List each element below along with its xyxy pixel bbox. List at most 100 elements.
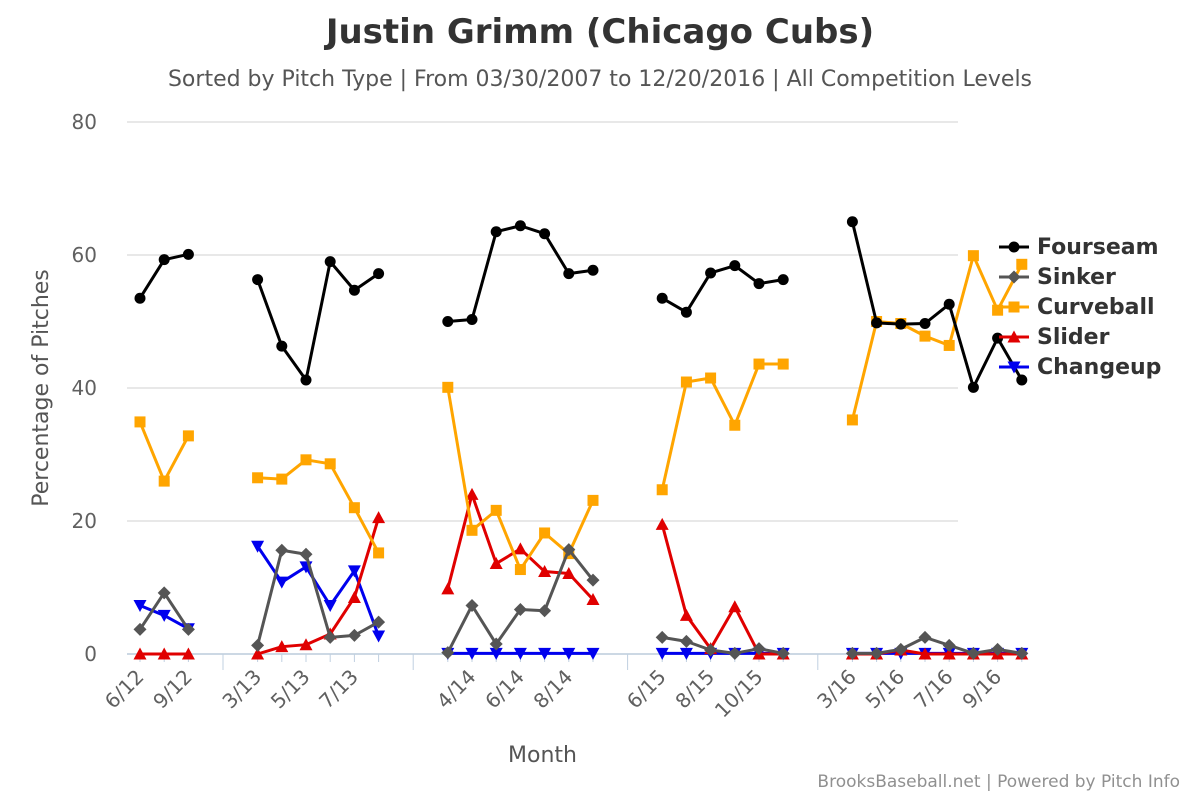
curveball-point xyxy=(539,527,551,539)
fourseam-point xyxy=(539,228,551,240)
fourseam-point xyxy=(943,298,955,310)
fourseam-point xyxy=(466,314,478,326)
sinker-point xyxy=(942,638,956,652)
sinker-point xyxy=(586,573,600,587)
legend-symbol-fourseam xyxy=(999,241,1029,253)
sinker-point xyxy=(133,622,147,636)
curveball-point xyxy=(919,330,931,342)
chart-subtitle: Sorted by Pitch Type | From 03/30/2007 t… xyxy=(167,67,1033,92)
changeup-point xyxy=(655,647,669,660)
x-tick-label: 3/13 xyxy=(217,665,266,714)
slider-point xyxy=(513,542,527,555)
fourseam-point xyxy=(563,268,575,280)
sinker-point xyxy=(655,630,669,644)
fourseam-point xyxy=(705,267,717,279)
fourseam-point xyxy=(680,306,692,318)
fourseam-point xyxy=(373,268,385,280)
changeup-point xyxy=(133,599,147,612)
sinker-point xyxy=(918,630,932,644)
slider-point xyxy=(679,608,693,621)
sinker-point xyxy=(894,642,908,656)
sinker-point xyxy=(251,638,265,652)
y-axis-title: Percentage of Pitches xyxy=(29,269,54,507)
y-tick-label: 20 xyxy=(72,509,97,533)
changeup-point xyxy=(372,630,386,643)
x-axis-title: Month xyxy=(508,743,577,768)
changeup-point xyxy=(347,565,361,578)
curveball-point xyxy=(753,358,765,370)
fourseam-point xyxy=(276,340,288,352)
credit-text: BrooksBaseball.net | Powered by Pitch In… xyxy=(817,772,1180,792)
sinker-point xyxy=(704,643,718,657)
sinker-point xyxy=(538,604,552,618)
legend-item-curveball[interactable]: Curveball xyxy=(997,292,1161,322)
chart-legend: Fourseam Sinker Curveball Slider Changeup xyxy=(997,232,1161,382)
sinker-point xyxy=(441,646,455,660)
curveball-point xyxy=(992,304,1004,316)
fourseam-point xyxy=(895,318,907,330)
fourseam-point xyxy=(919,317,931,329)
curveball-series-line xyxy=(138,421,190,483)
sinker-point xyxy=(966,646,980,660)
changeup-point xyxy=(513,647,527,660)
slider-point xyxy=(728,600,742,613)
sinker-point xyxy=(157,586,171,600)
legend-item-changeup[interactable]: Changeup xyxy=(997,352,1161,382)
slider-point xyxy=(251,647,265,660)
curveball-point xyxy=(324,458,336,470)
fourseam-point xyxy=(158,254,170,266)
fourseam-point xyxy=(442,316,454,327)
slider-point xyxy=(441,582,455,595)
sinker-point xyxy=(728,646,742,660)
changeup-point xyxy=(586,647,600,660)
x-tick-label: 6/12 xyxy=(100,665,149,714)
sinker-point xyxy=(465,598,479,612)
sinker-series-line xyxy=(256,548,380,646)
slider-point xyxy=(942,647,956,660)
legend-label-curveball: Curveball xyxy=(1037,294,1155,320)
curveball-point xyxy=(777,358,789,370)
legend-symbol-changeup xyxy=(999,361,1029,374)
sinker-point xyxy=(347,628,361,642)
legend-label-changeup: Changeup xyxy=(1037,354,1162,380)
curveball-point xyxy=(705,372,717,384)
curveball-point xyxy=(490,504,502,516)
sinker-point xyxy=(562,543,576,557)
fourseam-point xyxy=(300,374,312,386)
fourseam-point xyxy=(967,381,979,393)
slider-point xyxy=(133,647,147,660)
curveball-point xyxy=(680,376,692,388)
legend-label-slider: Slider xyxy=(1037,324,1110,350)
curveball-point xyxy=(514,564,526,576)
legend-item-sinker[interactable]: Sinker xyxy=(997,262,1161,292)
fourseam-point xyxy=(252,274,264,286)
fourseam-point xyxy=(490,226,502,238)
changeup-point xyxy=(275,576,289,589)
curveball-point xyxy=(373,547,385,559)
legend-item-fourseam[interactable]: Fourseam xyxy=(997,232,1161,262)
legend-label-fourseam: Fourseam xyxy=(1037,234,1159,260)
legend-item-slider[interactable]: Slider xyxy=(997,322,1161,352)
fourseam-point xyxy=(846,216,858,228)
x-tick-label: 5/13 xyxy=(266,665,315,714)
y-tick-label: 80 xyxy=(72,110,97,134)
fourseam-point xyxy=(777,274,789,286)
fourseam-point xyxy=(324,256,336,268)
changeup-point xyxy=(562,647,576,660)
x-tick-label: 8/14 xyxy=(529,665,578,714)
slider-point xyxy=(347,590,361,603)
slider-point xyxy=(918,647,932,660)
changeup-point xyxy=(679,647,693,660)
legend-label-sinker: Sinker xyxy=(1037,264,1116,290)
fourseam-point xyxy=(587,264,599,276)
changeup-point xyxy=(489,647,503,660)
y-tick-label: 60 xyxy=(72,243,97,267)
curveball-point xyxy=(300,454,312,466)
curveball-point xyxy=(134,416,146,428)
curveball-point xyxy=(466,524,478,536)
fourseam-point xyxy=(348,284,360,296)
curveball-point xyxy=(252,472,264,484)
x-tick-label: 6/15 xyxy=(622,665,671,714)
fourseam-point xyxy=(134,292,146,304)
y-tick-label: 0 xyxy=(84,642,97,666)
